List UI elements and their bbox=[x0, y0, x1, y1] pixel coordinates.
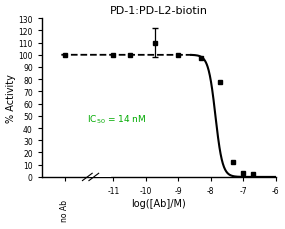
Text: IC$_{50}$ = 14 nM: IC$_{50}$ = 14 nM bbox=[87, 112, 147, 125]
Bar bbox=[89, 176, 110, 177]
Title: PD-1:PD-L2-biotin: PD-1:PD-L2-biotin bbox=[110, 5, 208, 16]
X-axis label: log([Ab]/M): log([Ab]/M) bbox=[131, 198, 186, 208]
Y-axis label: % Activity: % Activity bbox=[5, 74, 16, 123]
Text: no Ab: no Ab bbox=[60, 199, 69, 221]
